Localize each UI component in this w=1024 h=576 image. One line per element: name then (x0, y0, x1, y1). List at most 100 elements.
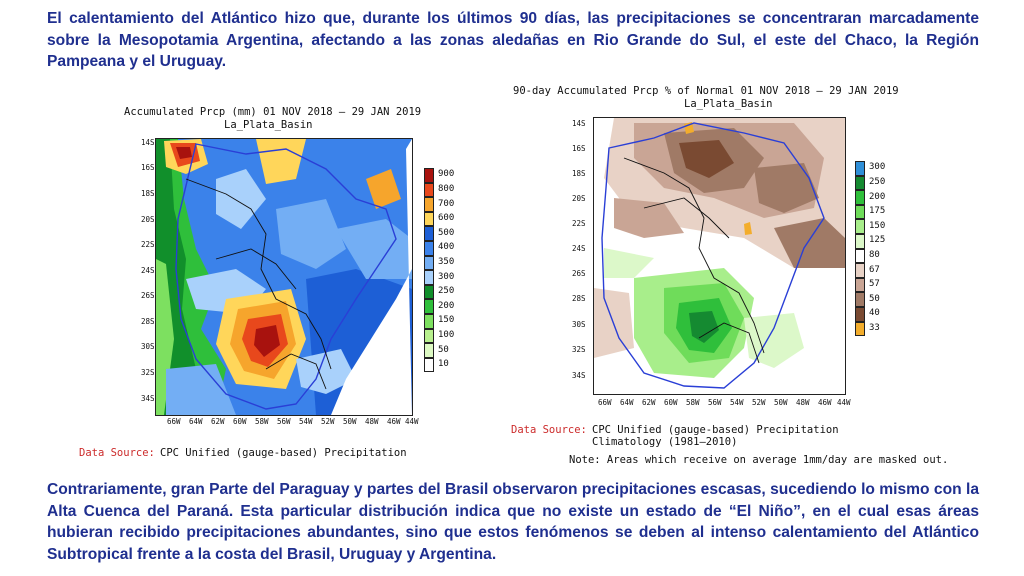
legend-label: 67 (869, 264, 880, 275)
left-map-subtitle: La_Plata_Basin (224, 119, 313, 131)
legend-label: 250 (869, 176, 886, 187)
legend-label: 150 (438, 315, 455, 326)
legend-label: 100 (438, 329, 455, 340)
legend-label: 80 (869, 249, 880, 260)
right-source-text: CPC Unified (gauge-based) Precipitation (592, 424, 839, 436)
left-precip-map (155, 138, 413, 416)
lon-label: 54W (299, 417, 313, 426)
legend-swatch (424, 168, 434, 183)
right-climatology: Climatology (1981–2010) (592, 436, 738, 448)
legend-swatch (855, 263, 865, 278)
legend-swatch (855, 161, 865, 176)
legend-swatch (855, 204, 865, 220)
legend-label: 300 (869, 162, 886, 173)
lat-label: 20S (572, 194, 586, 203)
lon-label: 64W (189, 417, 203, 426)
lon-label: 64W (620, 398, 634, 407)
legend-label: 125 (869, 235, 886, 246)
right-map-subtitle: La_Plata_Basin (684, 98, 773, 110)
legend-label: 10 (438, 359, 449, 370)
lon-label: 58W (686, 398, 700, 407)
legend-swatch (424, 182, 434, 198)
lat-label: 34S (141, 394, 155, 403)
lon-label: 48W (796, 398, 810, 407)
lat-label: 18S (141, 189, 155, 198)
lon-label: 52W (752, 398, 766, 407)
lat-label: 14S (141, 138, 155, 147)
lat-label: 14S (572, 119, 586, 128)
legend-swatch (855, 248, 865, 264)
lon-label: 66W (598, 398, 612, 407)
lon-label: 46W (818, 398, 832, 407)
legend-label: 40 (869, 308, 880, 319)
legend-swatch (424, 255, 434, 271)
legend-swatch (424, 299, 434, 314)
lat-label: 26S (141, 291, 155, 300)
lat-label: 30S (572, 320, 586, 329)
legend-label: 150 (869, 220, 886, 231)
legend-label: 400 (438, 242, 455, 253)
legend-label: 200 (438, 300, 455, 311)
right-map-title: 90-day Accumulated Prcp % of Normal 01 N… (513, 85, 899, 97)
legend-swatch (424, 226, 434, 241)
lat-label: 30S (141, 342, 155, 351)
left-map-title: Accumulated Prcp (mm) 01 NOV 2018 – 29 J… (124, 106, 422, 118)
lat-label: 18S (572, 169, 586, 178)
lat-label: 24S (141, 266, 155, 275)
legend-label: 175 (869, 206, 886, 217)
legend-swatch (855, 234, 865, 249)
legend-label: 700 (438, 198, 455, 209)
legend-label: 200 (869, 191, 886, 202)
legend-label: 900 (438, 169, 455, 180)
lon-label: 52W (321, 417, 335, 426)
legend-swatch (855, 321, 865, 337)
lat-label: 16S (141, 163, 155, 172)
lon-label: 56W (708, 398, 722, 407)
lat-label: 28S (141, 317, 155, 326)
lat-label: 22S (572, 219, 586, 228)
legend-swatch (855, 292, 865, 307)
lon-label: 48W (365, 417, 379, 426)
lon-label: 50W (343, 417, 357, 426)
lat-label: 16S (572, 144, 586, 153)
lon-label: 46W (387, 417, 401, 426)
legend-swatch (424, 357, 434, 373)
legend-swatch (424, 343, 434, 358)
legend-swatch (424, 211, 434, 227)
lat-label: 34S (572, 371, 586, 380)
lat-label: 32S (572, 345, 586, 354)
lat-label: 26S (572, 269, 586, 278)
lat-label: 28S (572, 294, 586, 303)
lat-label: 22S (141, 240, 155, 249)
lon-label: 50W (774, 398, 788, 407)
legend-label: 350 (438, 256, 455, 267)
legend-label: 50 (438, 344, 449, 355)
right-percent-map (593, 117, 846, 395)
legend-swatch (424, 314, 434, 329)
lat-label: 32S (141, 368, 155, 377)
legend-swatch (855, 277, 865, 293)
legend-label: 250 (438, 286, 455, 297)
legend-label: 800 (438, 183, 455, 194)
lat-label: 20S (141, 215, 155, 224)
lon-label: 56W (277, 417, 291, 426)
legend-swatch (855, 219, 865, 234)
legend-label: 57 (869, 279, 880, 290)
lat-label: 24S (572, 244, 586, 253)
legend-swatch (424, 241, 434, 256)
legend-label: 300 (438, 271, 455, 282)
legend-swatch (855, 307, 865, 322)
lon-label: 54W (730, 398, 744, 407)
legend-label: 33 (869, 322, 880, 333)
lon-label: 44W (837, 398, 851, 407)
right-source-label: Data Source: (511, 424, 587, 436)
lon-label: 62W (642, 398, 656, 407)
bottom-paragraph: Contrariamente, gran Parte del Paraguay … (47, 481, 979, 563)
left-source-label: Data Source: (79, 447, 155, 459)
lon-label: 60W (664, 398, 678, 407)
legend-label: 600 (438, 213, 455, 224)
right-note: Note: Areas which receive on average 1mm… (569, 454, 949, 466)
top-paragraph: El calentamiento del Atlántico hizo que,… (47, 10, 979, 70)
lon-label: 44W (405, 417, 419, 426)
legend-label: 50 (869, 293, 880, 304)
